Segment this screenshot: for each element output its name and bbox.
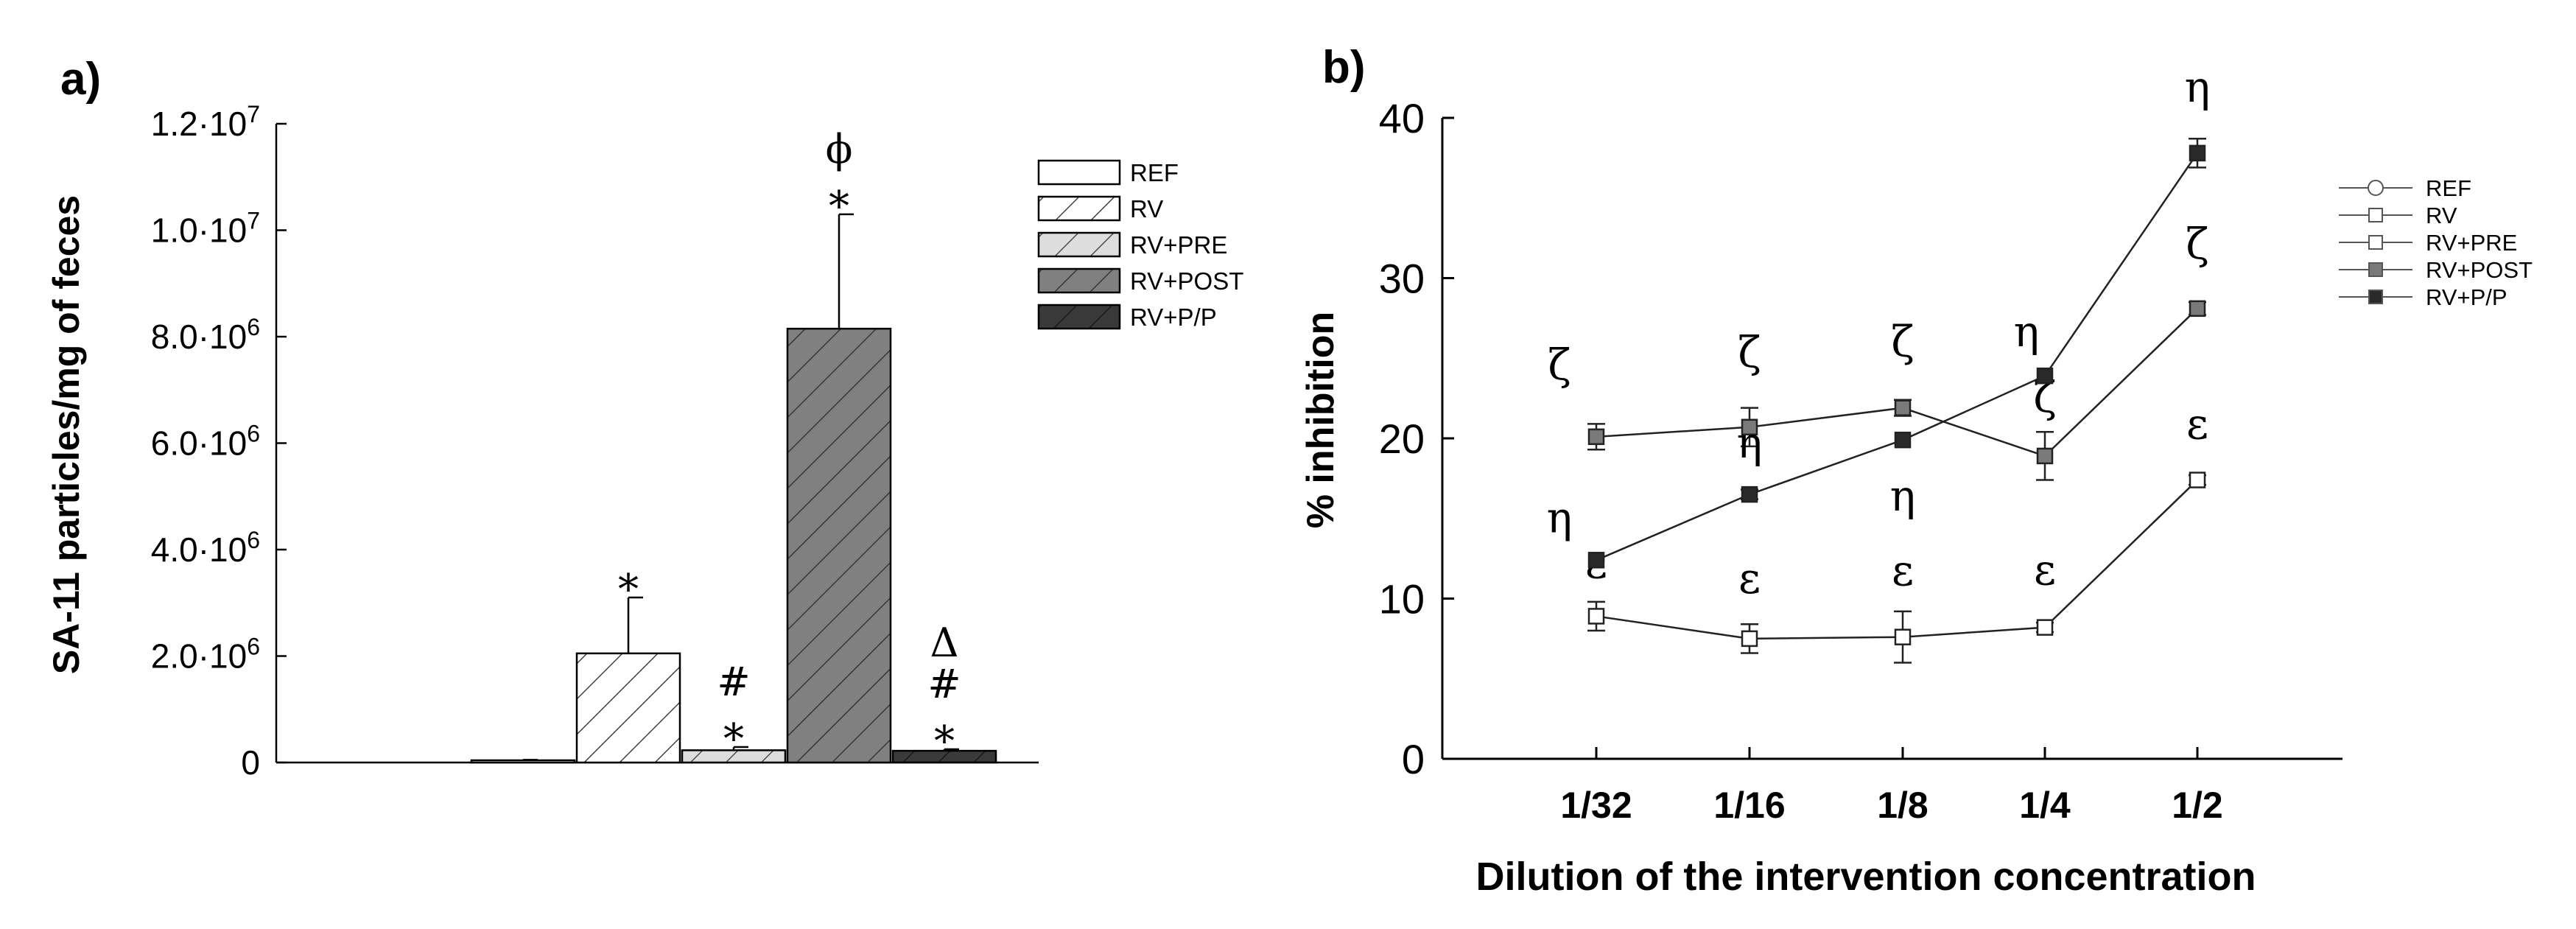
- significance-mark: ϕ: [826, 126, 853, 172]
- panel-b-x-tick-label: 1/4: [2019, 785, 2071, 826]
- significance-label-rv-p-p: η: [2185, 62, 2211, 112]
- panel-b-label: b): [1322, 42, 1366, 93]
- legend-label-rv-pre: RV+PRE: [1130, 231, 1227, 259]
- data-point-rv-p-p: [1741, 485, 1758, 503]
- legend-marker-rv-pre: [2368, 235, 2383, 250]
- panel-b-y-tick-label: 40: [1379, 95, 1425, 141]
- legend-label-rv-p-p: RV+P/P: [2426, 284, 2507, 310]
- data-point-rv-pre: [2189, 471, 2206, 488]
- panel-a-y-tick-label: 1.0·107: [151, 208, 260, 250]
- panel-a-y-tick-label: 1.2·107: [151, 101, 260, 143]
- data-point-rv-p-p: [2036, 367, 2054, 385]
- significance-label-rv-p-p: η: [1890, 471, 1916, 521]
- panel-b-y-tick-label: 10: [1379, 576, 1425, 623]
- panel-a-y-axis-label: SA-11 particles/mg of feces: [46, 195, 87, 674]
- legend-label-rv-post: RV+POST: [1130, 267, 1243, 295]
- significance-mark: Δ: [930, 620, 959, 666]
- panel-a-y-tick-label: 4.0·106: [151, 527, 260, 569]
- bar-rv-post: [786, 327, 892, 764]
- panel-a-label: a): [60, 54, 101, 105]
- data-point-rv-pre: [1894, 628, 1912, 645]
- data-point-rv-post: [1894, 399, 1912, 416]
- legend-marker-ref: [2368, 180, 2384, 196]
- significance-mark: *: [934, 718, 955, 765]
- data-point-rv-p-p: [2189, 144, 2206, 162]
- panel-b-x-axis-label: Dilution of the intervention concentrati…: [1476, 855, 2256, 899]
- legend-swatch-rv-p-p: [1037, 304, 1121, 330]
- data-point-rv-p-p: [1894, 431, 1912, 449]
- panel-b-x-tick-label: 1/2: [2172, 785, 2223, 826]
- panel-a-bar-chart: a) SA-11 particles/mg of feces 0 2.0·106 4…: [46, 54, 1243, 782]
- legend-swatch-ref: [1037, 159, 1121, 186]
- significance-label-rv-pre: ε: [2186, 399, 2208, 449]
- panel-b-ticks: 0 10 20 30 40 1/32 1/16 1/8 1/4 1/2: [1379, 95, 2223, 826]
- legend-marker-rv-post: [2368, 262, 2383, 277]
- significance-label-rv-post: ζ: [1738, 327, 1761, 377]
- significance-label-rv-pre: ε: [1892, 546, 1914, 596]
- significance-label-rv-pre: ε: [1738, 553, 1761, 603]
- significance-mark: #: [927, 661, 961, 707]
- panel-b-x-tick-label: 1/16: [1713, 785, 1785, 826]
- panel-a-y-tick-label: 0: [241, 743, 260, 782]
- panel-b-x-tick-label: 1/32: [1560, 785, 1632, 826]
- significance-label-rv-p-p: η: [1737, 418, 1763, 468]
- legend-label-rv: RV: [2426, 203, 2457, 228]
- legend-label-rv-pre: RV+PRE: [2426, 230, 2517, 256]
- panel-b-y-tick-label: 20: [1379, 416, 1425, 462]
- panel-b-series: εεεεεζζζζζηηηηη: [1547, 62, 2211, 664]
- data-point-rv-pre: [1587, 608, 1605, 625]
- significance-label-rv-p-p: η: [1547, 492, 1573, 542]
- legend-marker-rv-p-p: [2368, 290, 2383, 304]
- bar-rv: [575, 652, 681, 764]
- panel-a-y-tick-label: 6.0·106: [151, 421, 260, 463]
- legend-label-ref: REF: [2426, 175, 2471, 201]
- significance-label-rv-post: ζ: [1891, 317, 1914, 367]
- legend-label-rv-p-p: RV+P/P: [1130, 304, 1217, 331]
- legend-swatch-rv: [1037, 195, 1121, 222]
- panel-a-bars: **#*ϕ*#Δ: [470, 126, 997, 765]
- legend-swatch-rv-post: [1037, 267, 1121, 294]
- panel-b-y-tick-label: 30: [1379, 256, 1425, 302]
- panel-a-legend: REF RV RV+PRE RV+POST RV+P/P: [1037, 159, 1243, 331]
- significance-label-rv-p-p: η: [2014, 306, 2040, 357]
- panel-a-y-tick-label: 2.0·106: [151, 634, 260, 676]
- legend-marker-rv: [2368, 208, 2383, 222]
- panel-b-line-chart: b) % inhibition Dilution of the interven…: [1299, 42, 2533, 899]
- data-point-rv-post: [2036, 447, 2054, 465]
- panel-a-y-ticks: 0 2.0·106 4.0·106 6.0·106 8.0·106 1.0·107 1.2·…: [151, 101, 287, 782]
- panel-a-y-tick-label: 8.0·106: [151, 314, 260, 356]
- legend-label-ref: REF: [1130, 159, 1179, 186]
- significance-label-rv-post: ζ: [1548, 340, 1570, 390]
- significance-mark: *: [618, 566, 639, 614]
- legend-label-rv: RV: [1130, 195, 1163, 222]
- data-point-rv-p-p: [1587, 552, 1605, 569]
- panel-b-y-axis-label: % inhibition: [1299, 312, 1342, 529]
- panel-b-x-tick-label: 1/8: [1877, 785, 1929, 826]
- legend-swatch-rv-pre: [1037, 231, 1121, 258]
- data-point-rv-pre: [1741, 630, 1758, 648]
- significance-label-rv-pre: ε: [2034, 545, 2056, 595]
- data-point-rv-post: [1587, 428, 1605, 446]
- data-point-rv-pre: [2036, 619, 2054, 636]
- legend-label-rv-post: RV+POST: [2426, 257, 2533, 283]
- significance-mark: *: [723, 715, 744, 763]
- significance-label-rv-post: ζ: [2186, 219, 2208, 269]
- data-point-rv-post: [1741, 418, 1758, 436]
- data-point-rv-post: [2189, 300, 2206, 318]
- significance-mark: #: [717, 659, 750, 705]
- panel-b-y-tick-label: 0: [1402, 736, 1425, 782]
- significance-mark: *: [829, 183, 849, 231]
